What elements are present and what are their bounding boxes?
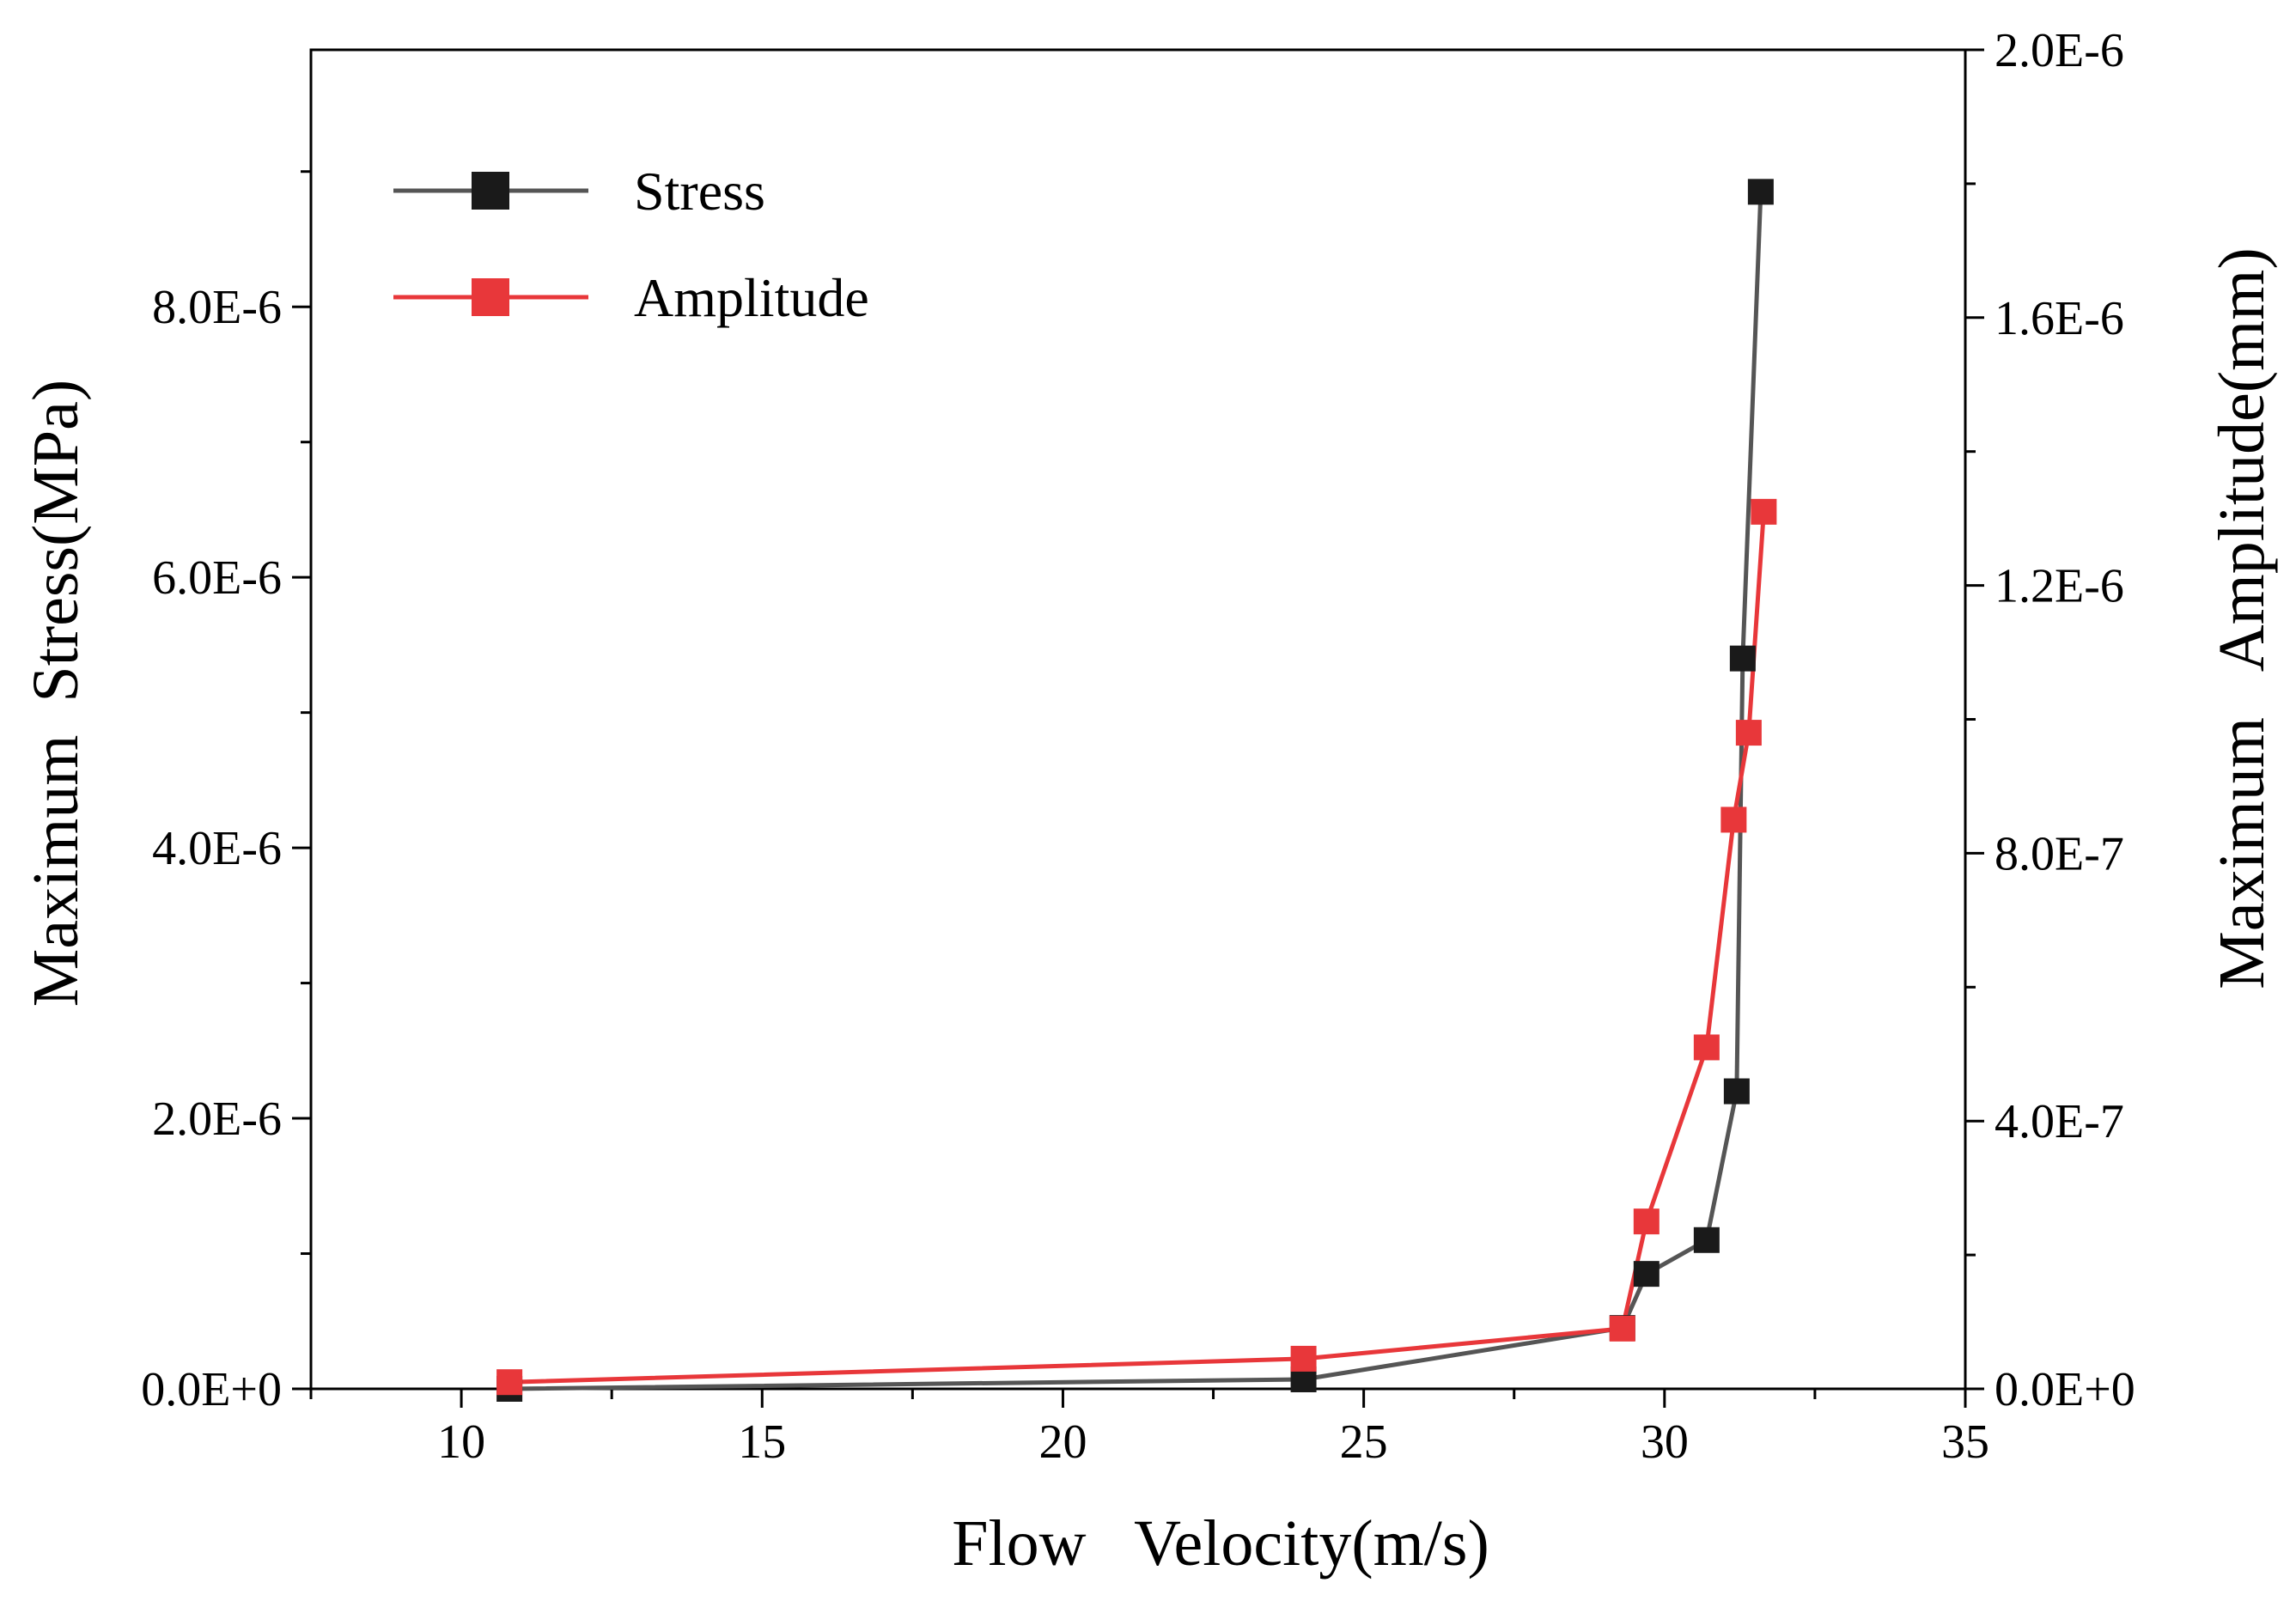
- stress-data-point: [1693, 1227, 1720, 1253]
- x-tick-label: 25: [1340, 1415, 1388, 1469]
- amplitude-data-point: [1720, 807, 1747, 833]
- stress-data-point: [1729, 645, 1756, 672]
- amplitude-data-point: [1290, 1345, 1317, 1372]
- y-left-tick-label: 0.0E+0: [141, 1363, 282, 1416]
- x-tick-label: 15: [738, 1415, 786, 1469]
- y-right-tick-label: 4.0E-7: [1995, 1095, 2124, 1148]
- x-tick-label: 35: [1941, 1415, 1989, 1469]
- right-y-axis-title: Maximum Amplitude(mm): [2206, 247, 2278, 989]
- amplitude-data-point: [1735, 720, 1762, 746]
- x-tick-label: 20: [1038, 1415, 1087, 1469]
- stress-data-point: [1723, 1078, 1750, 1105]
- y-left-tick-label: 6.0E-6: [152, 551, 282, 605]
- amplitude-data-point: [1693, 1034, 1720, 1061]
- x-tick-label: 10: [437, 1415, 485, 1469]
- legend-marker-amplitude: [472, 278, 509, 316]
- y-left-tick-label: 2.0E-6: [152, 1093, 282, 1146]
- amplitude-data-point: [1751, 498, 1777, 525]
- y-left-tick-label: 4.0E-6: [152, 822, 282, 875]
- y-right-tick-label: 2.0E-6: [1995, 24, 2124, 77]
- y-right-tick-label: 8.0E-7: [1995, 827, 2124, 880]
- legend-label-amplitude: Amplitude: [634, 267, 869, 328]
- y-right-tick-label: 0.0E+0: [1995, 1363, 2135, 1416]
- x-axis-title: Flow Velocity(m/s): [952, 1507, 1489, 1580]
- legend-marker-stress: [472, 172, 509, 210]
- stress-data-point: [1747, 179, 1774, 205]
- amplitude-data-point: [1633, 1208, 1660, 1235]
- y-right-tick-label: 1.6E-6: [1995, 292, 2124, 345]
- legend-label-stress: Stress: [634, 161, 765, 222]
- series-line-amplitude: [509, 511, 1766, 1385]
- stress-data-point: [1633, 1261, 1660, 1287]
- left-y-axis-title: Maximum Stress(MPa): [20, 380, 92, 1007]
- y-left-tick-label: 8.0E-6: [152, 281, 282, 334]
- y-right-tick-label: 1.2E-6: [1995, 560, 2124, 613]
- x-tick-label: 30: [1641, 1415, 1689, 1469]
- amplitude-data-point: [1609, 1315, 1635, 1342]
- amplitude-data-point: [496, 1369, 523, 1396]
